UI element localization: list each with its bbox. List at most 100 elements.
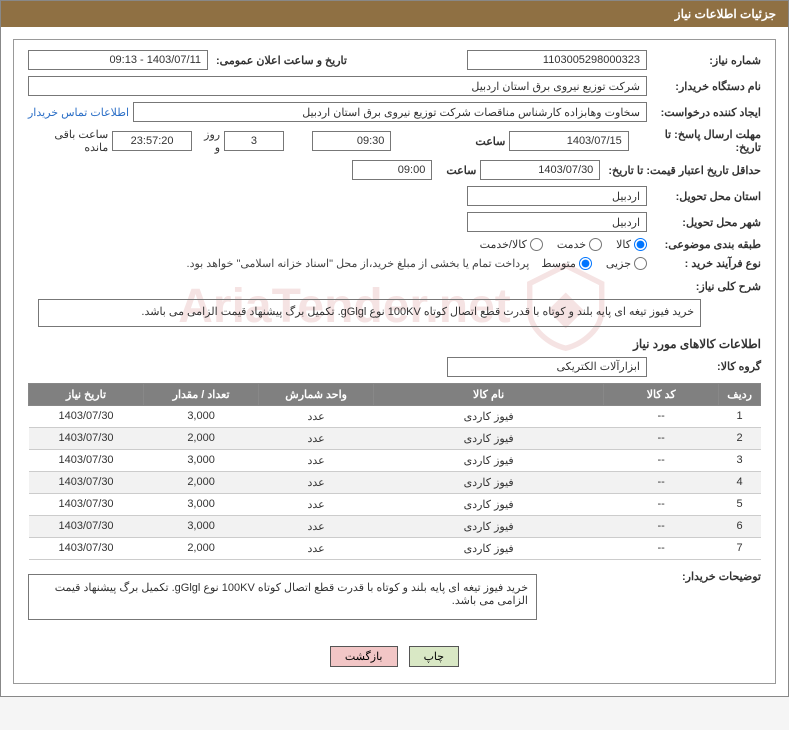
field-remain-hms: 23:57:20 xyxy=(112,131,192,151)
cell-qty: 3,000 xyxy=(144,405,259,427)
cell-idx: 2 xyxy=(719,427,761,449)
field-need-no: 1103005298000323 xyxy=(467,50,647,70)
label-province: استان محل تحویل: xyxy=(651,190,761,203)
label-remain: ساعت باقی مانده xyxy=(28,128,108,154)
radio-cat-goods[interactable] xyxy=(634,238,647,251)
process-note: پرداخت تمام یا بخشی از مبلغ خرید،از محل … xyxy=(187,257,530,270)
link-contact-buyer[interactable]: اطلاعات تماس خریدار xyxy=(28,106,129,119)
cell-unit: عدد xyxy=(259,405,374,427)
table-row: 2--فیوز کاردیعدد2,0001403/07/30 xyxy=(29,427,761,449)
cell-name: فیوز کاردی xyxy=(374,515,604,537)
cell-name: فیوز کاردی xyxy=(374,449,604,471)
cell-unit: عدد xyxy=(259,471,374,493)
cell-name: فیوز کاردی xyxy=(374,537,604,559)
cell-idx: 6 xyxy=(719,515,761,537)
label-validity: حداقل تاریخ اعتبار قیمت: تا تاریخ: xyxy=(604,164,761,177)
cell-qty: 3,000 xyxy=(144,515,259,537)
cell-code: -- xyxy=(604,427,719,449)
label-deadline: مهلت ارسال پاسخ: تا تاریخ: xyxy=(633,128,761,154)
table-row: 6--فیوز کاردیعدد3,0001403/07/30 xyxy=(29,515,761,537)
cell-date: 1403/07/30 xyxy=(29,449,144,471)
field-deadline-time: 09:30 xyxy=(312,131,392,151)
cell-date: 1403/07/30 xyxy=(29,537,144,559)
field-remain-days: 3 xyxy=(224,131,284,151)
label-general-desc: شرح کلی نیاز: xyxy=(651,280,761,293)
cell-idx: 4 xyxy=(719,471,761,493)
field-deadline-date: 1403/07/15 xyxy=(509,131,628,151)
cell-code: -- xyxy=(604,515,719,537)
th-code: کد کالا xyxy=(604,383,719,405)
cell-idx: 1 xyxy=(719,405,761,427)
label-hour-1: ساعت xyxy=(395,135,505,148)
label-city: شهر محل تحویل: xyxy=(651,216,761,229)
radio-cat-both[interactable] xyxy=(530,238,543,251)
radio-proc-medium[interactable] xyxy=(579,257,592,270)
cell-date: 1403/07/30 xyxy=(29,493,144,515)
cell-code: -- xyxy=(604,493,719,515)
cell-unit: عدد xyxy=(259,493,374,515)
label-announce-dt: تاریخ و ساعت اعلان عمومی: xyxy=(212,54,347,67)
field-buyer-name: شرکت توزیع نیروی برق استان اردبیل xyxy=(28,76,647,96)
radio-cat-service[interactable] xyxy=(589,238,602,251)
table-row: 4--فیوز کاردیعدد2,0001403/07/30 xyxy=(29,471,761,493)
cell-date: 1403/07/30 xyxy=(29,405,144,427)
label-hour-2: ساعت xyxy=(436,164,476,177)
cell-code: -- xyxy=(604,471,719,493)
label-cat-both: کالا/خدمت xyxy=(480,238,527,251)
cell-code: -- xyxy=(604,449,719,471)
th-idx: ردیف xyxy=(719,383,761,405)
field-validity-time: 09:00 xyxy=(352,160,432,180)
table-row: 7--فیوز کاردیعدد2,0001403/07/30 xyxy=(29,537,761,559)
cell-code: -- xyxy=(604,537,719,559)
table-row: 5--فیوز کاردیعدد3,0001403/07/30 xyxy=(29,493,761,515)
cell-date: 1403/07/30 xyxy=(29,515,144,537)
label-buyer-notes: توضیحات خریدار: xyxy=(651,570,761,583)
label-days-and: روز و xyxy=(196,128,220,154)
heading-goods-info: اطلاعات کالاهای مورد نیاز xyxy=(28,337,761,351)
cell-idx: 7 xyxy=(719,537,761,559)
label-requester: ایجاد کننده درخواست: xyxy=(651,106,761,119)
cell-unit: عدد xyxy=(259,515,374,537)
field-announce-dt: 1403/07/11 - 09:13 xyxy=(28,50,208,70)
cell-qty: 2,000 xyxy=(144,427,259,449)
cell-code: -- xyxy=(604,405,719,427)
th-qty: تعداد / مقدار xyxy=(144,383,259,405)
label-proc-medium: متوسط xyxy=(541,257,576,270)
radio-group-process: جزیی متوسط xyxy=(541,257,647,270)
back-button[interactable]: بازگشت xyxy=(330,646,398,667)
radio-group-category: کالا خدمت کالا/خدمت xyxy=(480,238,647,251)
cell-unit: عدد xyxy=(259,449,374,471)
table-row: 3--فیوز کاردیعدد3,0001403/07/30 xyxy=(29,449,761,471)
label-goods-group: گروه کالا: xyxy=(651,360,761,373)
field-goods-group: ابزارآلات الکتریکی xyxy=(447,357,647,377)
panel-title: جزئیات اطلاعات نیاز xyxy=(1,1,788,27)
label-need-no: شماره نیاز: xyxy=(651,54,761,67)
label-cat-service: خدمت xyxy=(557,238,586,251)
cell-qty: 2,000 xyxy=(144,537,259,559)
cell-idx: 3 xyxy=(719,449,761,471)
field-requester: سخاوت وهابزاده کارشناس مناقصات شرکت توزی… xyxy=(133,102,647,122)
label-cat-goods: کالا xyxy=(616,238,631,251)
cell-name: فیوز کاردی xyxy=(374,405,604,427)
label-proc-small: جزیی xyxy=(606,257,631,270)
cell-unit: عدد xyxy=(259,537,374,559)
field-buyer-notes: خرید فیوز تیغه ای پایه بلند و کوتاه با ق… xyxy=(28,574,537,620)
cell-name: فیوز کاردی xyxy=(374,493,604,515)
items-table: ردیف کد کالا نام کالا واحد شمارش تعداد /… xyxy=(28,383,761,560)
cell-date: 1403/07/30 xyxy=(29,427,144,449)
field-validity-date: 1403/07/30 xyxy=(480,160,600,180)
cell-qty: 3,000 xyxy=(144,493,259,515)
label-buyer-name: نام دستگاه خریدار: xyxy=(651,80,761,93)
th-unit: واحد شمارش xyxy=(259,383,374,405)
table-row: 1--فیوز کاردیعدد3,0001403/07/30 xyxy=(29,405,761,427)
cell-idx: 5 xyxy=(719,493,761,515)
th-name: نام کالا xyxy=(374,383,604,405)
field-city: اردبیل xyxy=(467,212,647,232)
radio-proc-small[interactable] xyxy=(634,257,647,270)
print-button[interactable]: چاپ xyxy=(409,646,460,667)
label-category: طبقه بندی موضوعی: xyxy=(651,238,761,251)
window: جزئیات اطلاعات نیاز AriaTender.net شماره… xyxy=(0,0,789,697)
field-general-desc: خرید فیوز تیغه ای پایه بلند و کوتاه با ق… xyxy=(38,299,701,327)
th-date: تاریخ نیاز xyxy=(29,383,144,405)
cell-unit: عدد xyxy=(259,427,374,449)
